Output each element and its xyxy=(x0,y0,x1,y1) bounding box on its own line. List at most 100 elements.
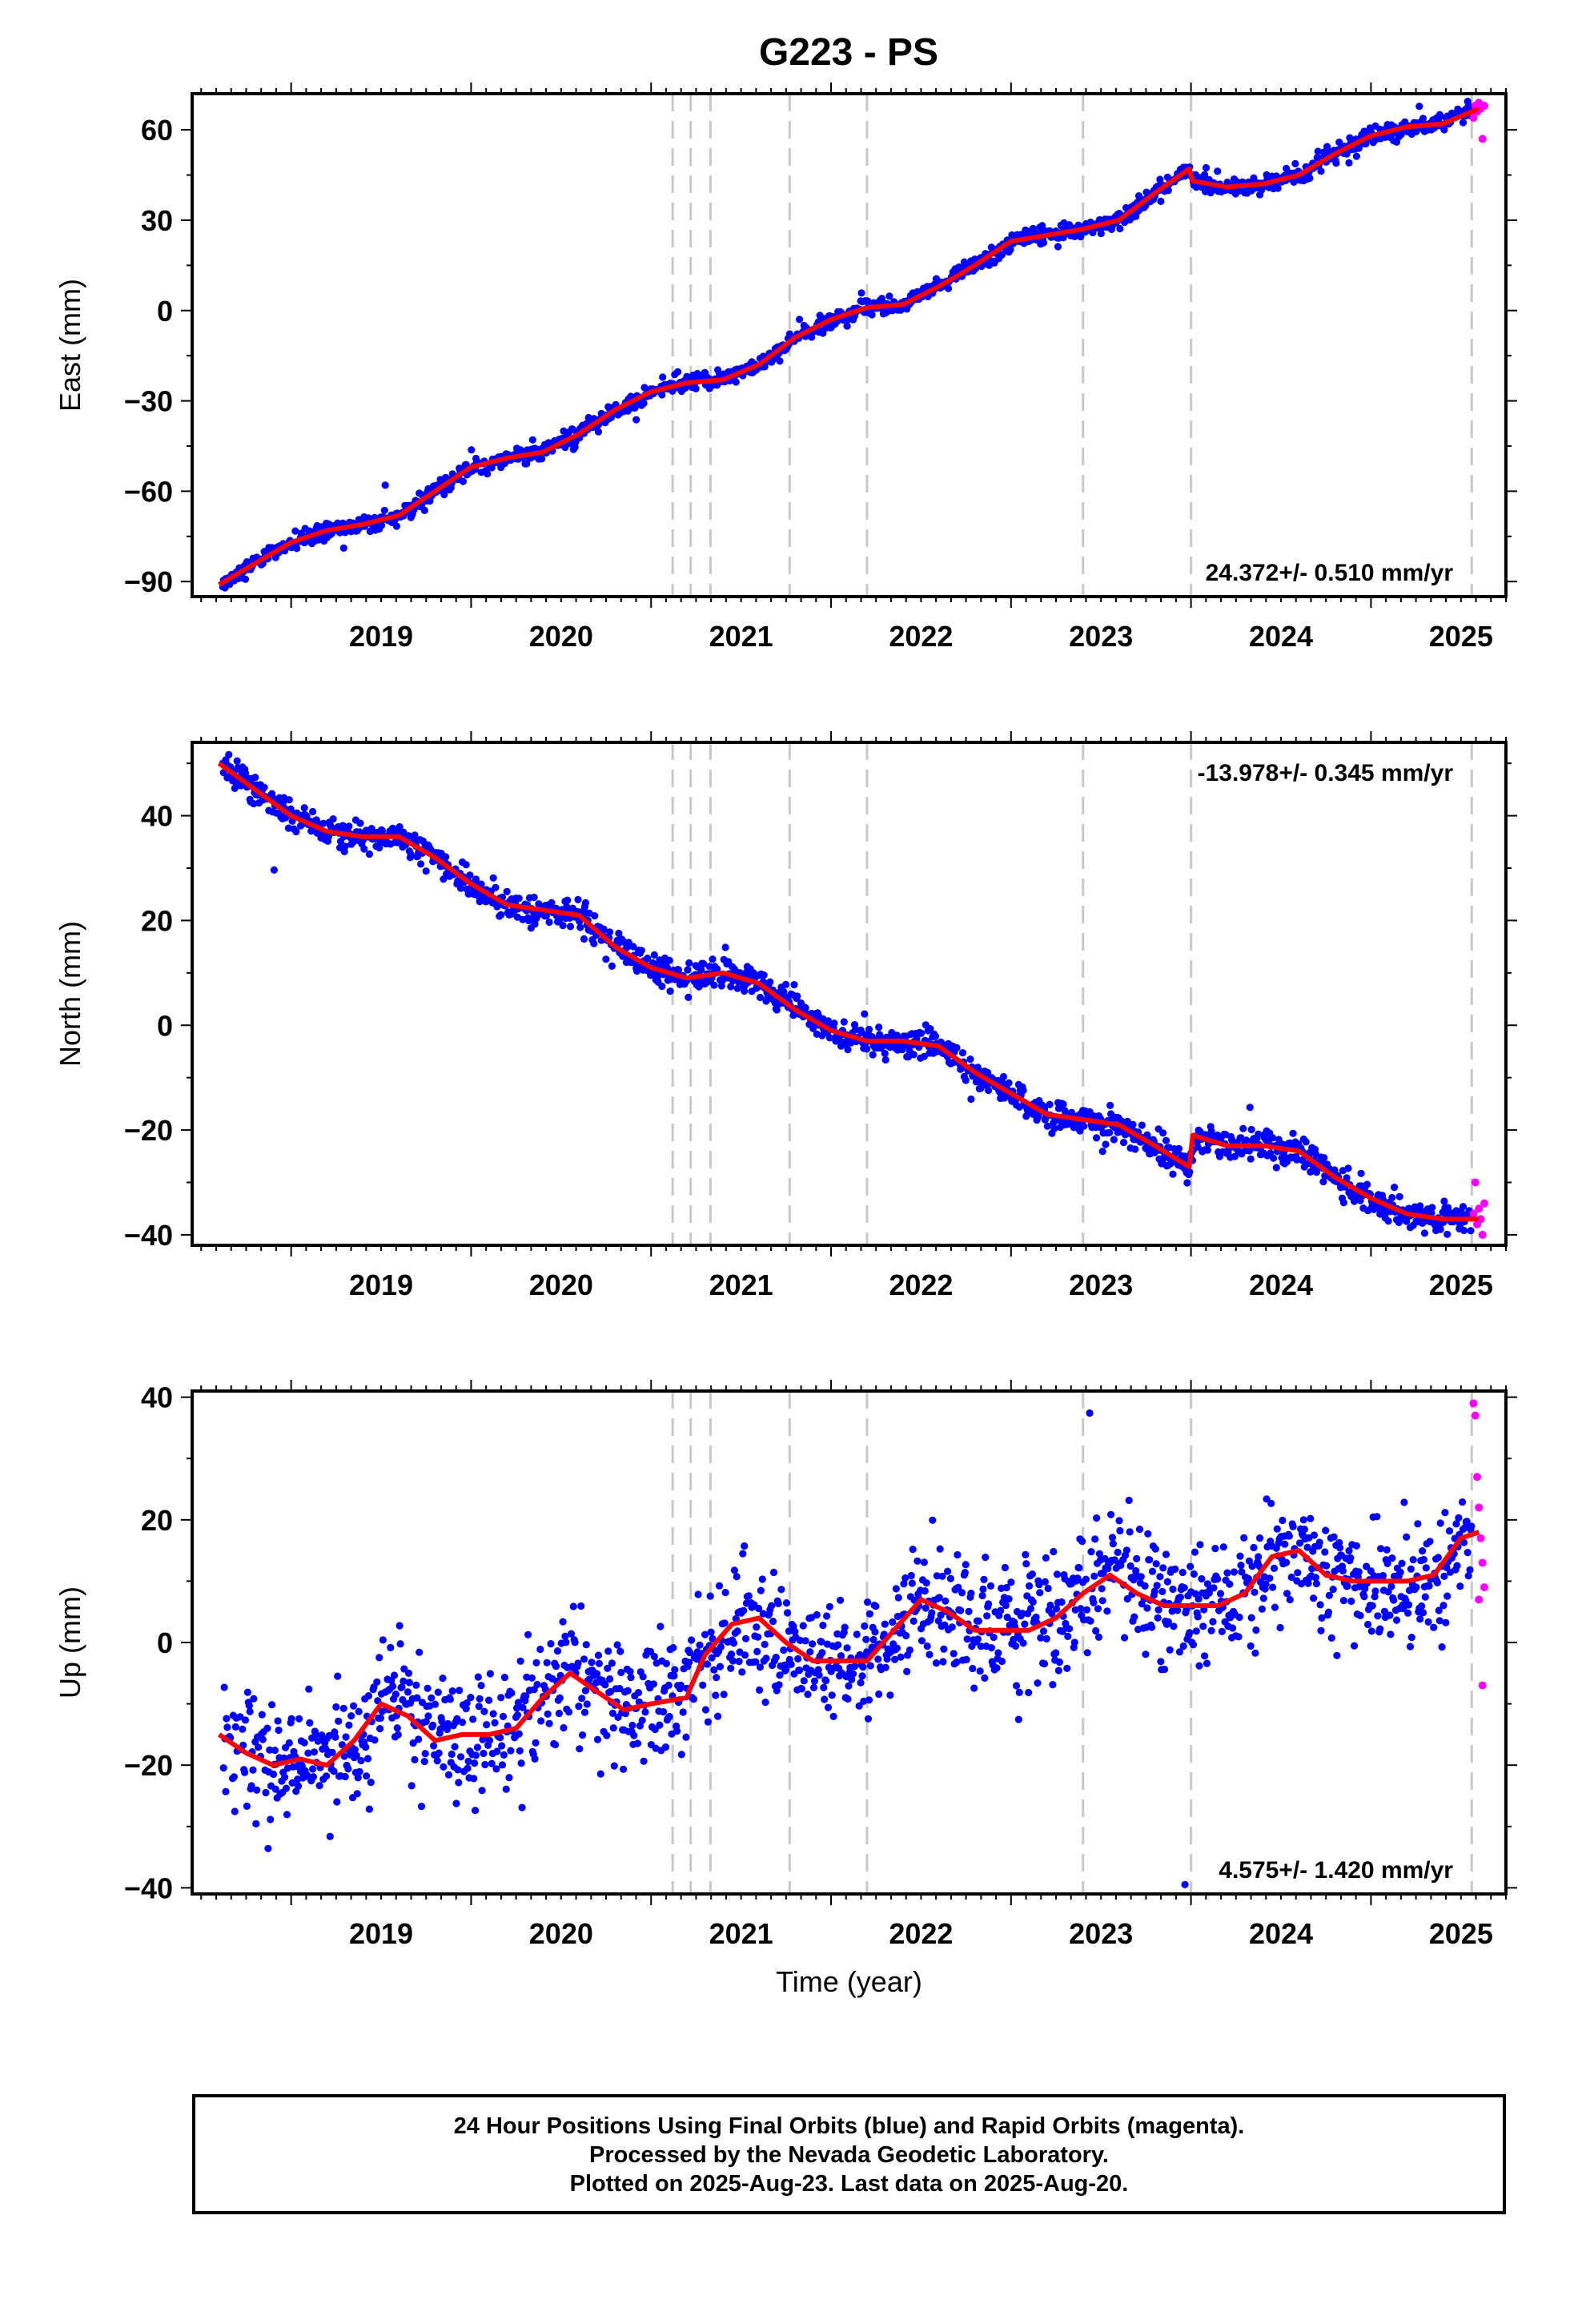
final-orbit-point xyxy=(966,1055,974,1063)
final-orbit-point xyxy=(843,322,851,330)
final-orbit-point xyxy=(897,1653,905,1661)
final-orbit-point xyxy=(626,1667,634,1675)
final-orbit-point xyxy=(791,1627,799,1635)
final-orbit-point xyxy=(883,1655,891,1663)
final-orbit-point xyxy=(411,831,419,839)
final-orbit-point xyxy=(411,1755,419,1763)
final-orbit-point xyxy=(769,1568,778,1577)
rapid-orbit-point xyxy=(1471,1178,1480,1187)
final-orbit-point xyxy=(332,1703,340,1711)
final-orbit-point xyxy=(909,1617,917,1625)
plot-frame xyxy=(191,741,1508,1247)
final-orbit-point xyxy=(773,1687,781,1695)
final-orbit-point xyxy=(1289,1129,1297,1137)
final-orbit-point xyxy=(287,1715,295,1723)
final-orbit-point xyxy=(379,1636,387,1644)
final-orbit-point xyxy=(1380,1607,1388,1615)
final-orbit-point xyxy=(1441,1509,1449,1517)
final-orbit-point xyxy=(606,1675,614,1683)
final-orbit-point xyxy=(1044,1584,1052,1593)
y-tick-label: 60 xyxy=(141,114,173,147)
final-orbit-point xyxy=(1203,1146,1211,1154)
final-orbit-point xyxy=(407,850,415,858)
final-orbit-point xyxy=(1019,1087,1027,1095)
final-orbit-point xyxy=(389,1683,397,1691)
final-orbit-point xyxy=(1443,1592,1452,1600)
final-orbit-point xyxy=(1256,1534,1264,1542)
final-orbit-point xyxy=(536,1645,544,1654)
final-orbit-point xyxy=(815,1671,823,1679)
final-orbit-point xyxy=(444,1725,452,1734)
final-orbit-point xyxy=(876,1031,884,1039)
final-orbit-point xyxy=(881,1663,889,1671)
final-orbit-point xyxy=(853,1630,861,1638)
final-orbit-point xyxy=(446,1695,455,1703)
final-orbit-point xyxy=(1053,1605,1061,1613)
final-orbit-point xyxy=(769,1618,777,1626)
final-orbit-points xyxy=(219,1409,1476,1888)
final-orbit-point xyxy=(305,1685,313,1693)
final-orbit-point xyxy=(700,959,708,968)
final-orbit-point xyxy=(709,1634,717,1642)
final-orbit-point xyxy=(801,1003,809,1012)
final-orbit-point xyxy=(1339,1597,1347,1605)
y-tick-label: 40 xyxy=(141,800,173,833)
final-orbit-point xyxy=(462,1705,470,1713)
final-orbit-point xyxy=(1211,1545,1219,1553)
final-orbit-point xyxy=(1267,1499,1275,1507)
final-orbit-point xyxy=(1374,1612,1382,1620)
final-orbit-point xyxy=(267,1815,275,1823)
final-orbit-point xyxy=(861,1010,869,1018)
final-orbit-point xyxy=(476,1695,484,1703)
final-orbit-point xyxy=(442,853,450,861)
final-orbit-point xyxy=(901,1574,909,1582)
final-orbit-point xyxy=(429,1721,437,1729)
final-orbit-point xyxy=(376,1714,385,1722)
final-orbit-point xyxy=(753,1623,761,1631)
final-orbit-point xyxy=(323,1772,331,1780)
final-orbit-point xyxy=(1126,1528,1134,1536)
final-orbit-point xyxy=(793,992,801,1000)
rapid-orbit-point xyxy=(1469,1209,1478,1218)
final-orbit-point xyxy=(458,1719,467,1727)
final-orbit-point xyxy=(1082,1606,1090,1614)
final-orbit-point xyxy=(1281,1540,1289,1548)
final-orbit-point xyxy=(928,1609,936,1617)
final-orbit-point xyxy=(1247,1125,1255,1134)
final-orbit-point xyxy=(650,1652,658,1661)
final-orbit-point xyxy=(269,1770,278,1779)
final-orbit-point xyxy=(420,506,428,515)
rapid-orbit-point xyxy=(1469,1399,1478,1408)
final-orbit-point xyxy=(531,1755,539,1763)
final-orbit-point xyxy=(545,918,553,927)
final-orbit-point xyxy=(472,1807,480,1815)
final-orbit-point xyxy=(310,1748,319,1756)
final-orbit-point xyxy=(1002,1583,1010,1592)
final-orbit-point xyxy=(1384,1217,1392,1225)
final-orbit-point xyxy=(903,1667,911,1675)
final-orbit-point xyxy=(1126,1562,1134,1570)
final-orbit-point xyxy=(1345,159,1353,167)
final-orbit-point xyxy=(1414,1520,1422,1528)
final-orbit-point xyxy=(1178,1568,1186,1577)
final-orbit-point xyxy=(405,1679,413,1687)
final-orbit-point xyxy=(1163,1578,1171,1586)
final-orbit-point xyxy=(1391,1184,1399,1192)
final-orbit-point xyxy=(1344,1164,1352,1172)
final-orbit-point xyxy=(367,1779,375,1787)
final-orbit-point xyxy=(492,1765,500,1773)
final-orbit-point xyxy=(1319,1178,1327,1186)
final-orbit-point xyxy=(755,1604,763,1613)
final-orbit-point xyxy=(822,1677,830,1685)
final-orbit-point xyxy=(1235,1613,1243,1622)
final-orbit-point xyxy=(673,1727,681,1735)
final-orbit-point xyxy=(474,1673,482,1681)
final-orbit-point xyxy=(677,1751,685,1759)
final-orbit-point xyxy=(1286,1595,1294,1604)
final-orbit-point xyxy=(1059,1100,1067,1108)
final-orbit-point xyxy=(932,1659,941,1667)
final-orbit-point xyxy=(355,1767,363,1775)
final-orbit-point xyxy=(1202,163,1211,172)
final-orbit-point xyxy=(1093,1514,1101,1522)
final-orbit-point xyxy=(1174,1606,1182,1614)
